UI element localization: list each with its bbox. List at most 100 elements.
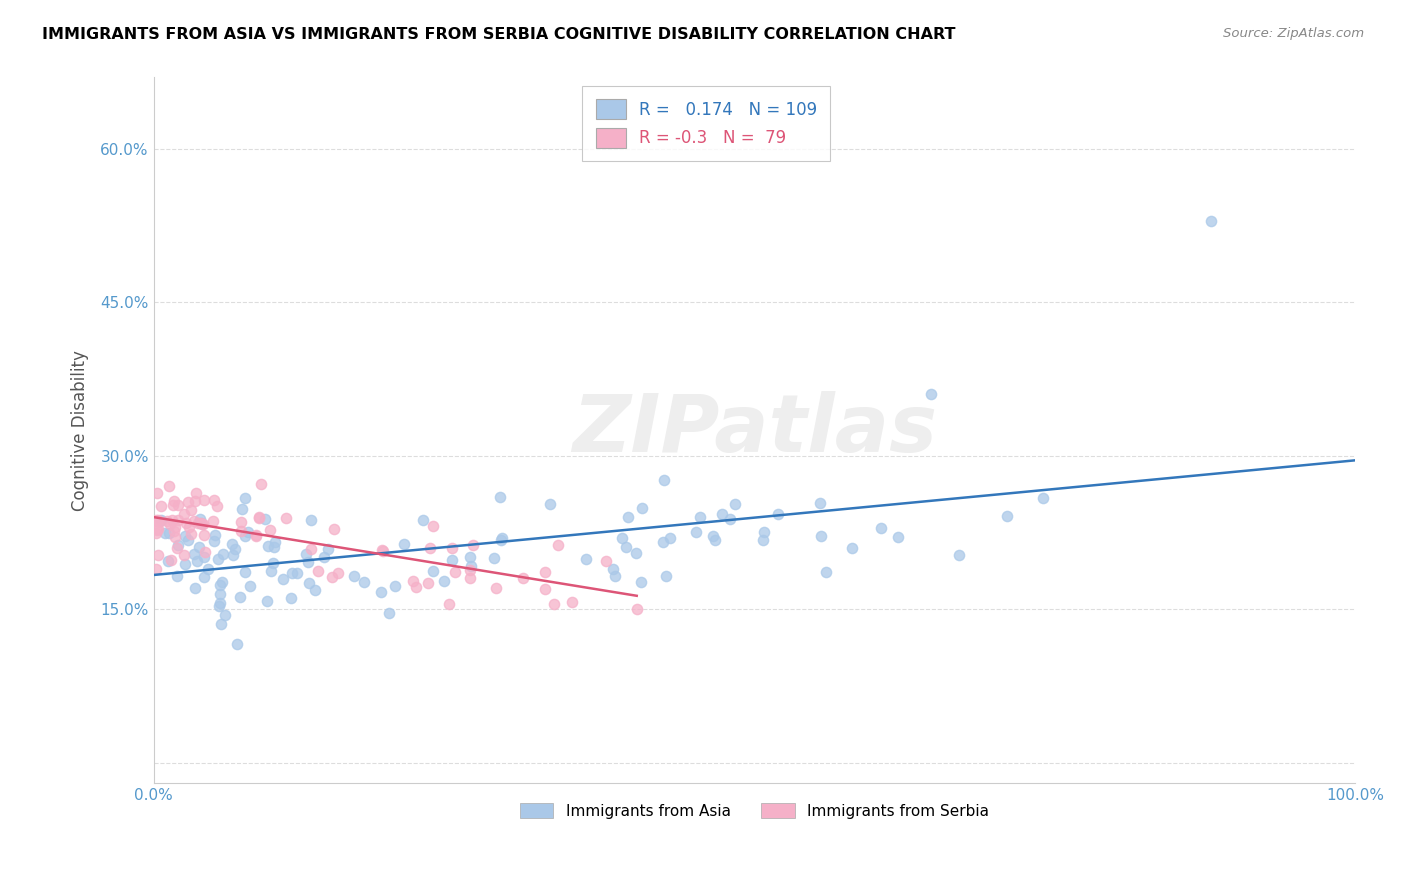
Point — [186, 554, 208, 568]
Point — [163, 493, 186, 508]
Point — [202, 492, 225, 507]
Point — [274, 510, 297, 524]
Point — [245, 529, 267, 543]
Point — [194, 545, 217, 559]
Y-axis label: Cognitive Disability: Cognitive Disability — [72, 350, 89, 511]
Point — [297, 555, 319, 569]
Point — [263, 540, 285, 554]
Point — [177, 533, 200, 547]
Point — [231, 524, 253, 539]
Point — [184, 581, 207, 595]
Point — [173, 548, 195, 562]
Point — [249, 477, 271, 491]
Point — [191, 516, 214, 531]
Point — [233, 529, 256, 543]
Point — [167, 513, 190, 527]
Point — [263, 534, 285, 549]
Point — [193, 492, 215, 507]
Point — [224, 541, 246, 556]
Point — [412, 513, 434, 527]
Point — [162, 498, 184, 512]
Point — [209, 596, 232, 610]
Point — [322, 523, 344, 537]
Point — [184, 485, 207, 500]
Point — [165, 520, 187, 534]
Point — [482, 551, 505, 566]
Point — [159, 516, 181, 531]
Point — [373, 544, 395, 558]
Point — [190, 516, 212, 531]
Point — [253, 511, 276, 525]
Point — [180, 526, 202, 541]
Point — [146, 522, 169, 536]
Point — [458, 550, 481, 565]
Point — [146, 486, 169, 500]
Point — [157, 526, 180, 541]
Legend: Immigrants from Asia, Immigrants from Serbia: Immigrants from Asia, Immigrants from Se… — [513, 797, 995, 825]
Point — [239, 579, 262, 593]
Point — [160, 514, 183, 528]
Point — [887, 530, 910, 544]
Point — [155, 525, 177, 540]
Point — [485, 582, 508, 596]
Point — [995, 508, 1018, 523]
Point — [204, 528, 226, 542]
Point — [197, 562, 219, 576]
Point — [146, 524, 169, 538]
Point — [378, 607, 401, 621]
Point — [285, 566, 308, 580]
Text: IMMIGRANTS FROM ASIA VS IMMIGRANTS FROM SERBIA COGNITIVE DISABILITY CORRELATION : IMMIGRANTS FROM ASIA VS IMMIGRANTS FROM … — [42, 27, 956, 42]
Text: ZIPatlas: ZIPatlas — [572, 392, 936, 469]
Point — [146, 513, 169, 527]
Point — [145, 513, 167, 527]
Point — [148, 515, 170, 529]
Point — [205, 499, 228, 513]
Point — [685, 524, 707, 539]
Point — [371, 542, 394, 557]
Point — [440, 553, 463, 567]
Point — [212, 547, 235, 561]
Point — [183, 514, 205, 528]
Point — [384, 579, 406, 593]
Point — [1032, 491, 1054, 505]
Point — [422, 519, 444, 533]
Point — [229, 516, 252, 530]
Point — [754, 525, 776, 540]
Point — [575, 552, 598, 566]
Point — [489, 490, 512, 504]
Point — [651, 535, 673, 549]
Point — [188, 512, 211, 526]
Point — [207, 599, 229, 614]
Point — [148, 548, 170, 562]
Point — [150, 499, 173, 513]
Point — [314, 549, 336, 564]
Point — [704, 533, 727, 547]
Point — [249, 509, 271, 524]
Point — [238, 525, 260, 540]
Point — [392, 537, 415, 551]
Point — [458, 570, 481, 584]
Point — [304, 582, 326, 597]
Point — [630, 575, 652, 590]
Point — [202, 533, 225, 548]
Point — [157, 554, 180, 568]
Point — [150, 513, 173, 527]
Point — [297, 575, 319, 590]
Point — [157, 479, 180, 493]
Point — [256, 539, 278, 553]
Point — [489, 533, 512, 547]
Point — [547, 538, 569, 552]
Point — [652, 473, 675, 487]
Point — [184, 494, 207, 508]
Point — [624, 545, 647, 559]
Point — [752, 533, 775, 547]
Point — [603, 569, 626, 583]
Point — [259, 523, 281, 537]
Point — [612, 532, 634, 546]
Point — [1199, 213, 1222, 227]
Point — [187, 540, 209, 554]
Point — [163, 530, 186, 544]
Point — [432, 574, 454, 588]
Point — [207, 551, 229, 566]
Point — [343, 569, 366, 583]
